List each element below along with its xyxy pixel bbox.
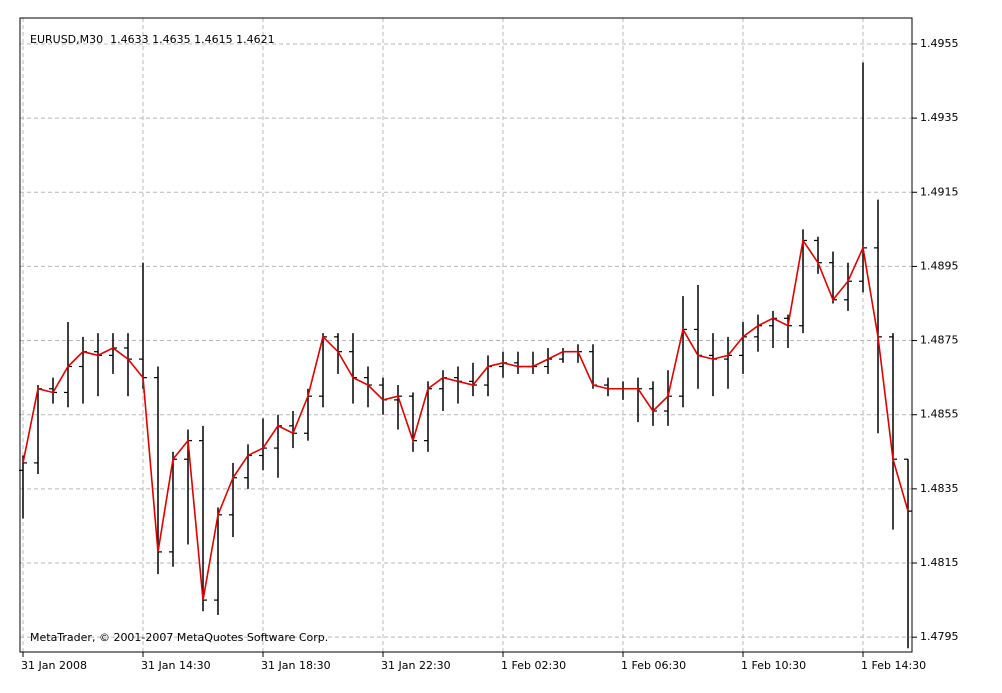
y-tick-label: 1.4795 (920, 630, 959, 643)
close-line (22, 238, 909, 601)
y-tick-label: 1.4875 (920, 334, 959, 347)
x-tick-label: 31 Jan 2008 (21, 659, 87, 672)
plot-frame (19, 17, 913, 653)
y-tick-label: 1.4895 (920, 259, 959, 272)
chart-title: EURUSD,M30 1.4633 1.4635 1.4615 1.4621 (30, 33, 275, 46)
x-tick-label: 31 Jan 22:30 (381, 659, 451, 672)
x-tick-label: 1 Feb 10:30 (741, 659, 806, 672)
y-tick-label: 1.4835 (920, 482, 959, 495)
x-tick-label: 1 Feb 14:30 (861, 659, 926, 672)
footer: MetaTrader, © 2001-2007 MetaQuotes Softw… (30, 631, 328, 644)
y-tick-label: 1.4815 (920, 556, 959, 569)
x-tick-label: 31 Jan 14:30 (141, 659, 211, 672)
marks (19, 62, 912, 649)
x-tick-label: 1 Feb 06:30 (621, 659, 686, 672)
y-tick-label: 1.4935 (920, 111, 959, 124)
y-tick-label: 1.4955 (920, 37, 959, 50)
y-tick-label: 1.4915 (920, 185, 959, 198)
x-tick-label: 1 Feb 02:30 (501, 659, 566, 672)
y-tick-label: 1.4855 (920, 408, 959, 421)
x-tick-label: 31 Jan 18:30 (261, 659, 331, 672)
